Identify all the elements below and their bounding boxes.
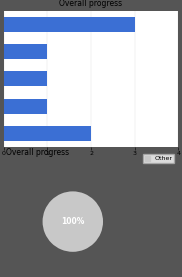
Bar [4, 99, 47, 114]
Text: Overall progress: Overall progress [6, 148, 69, 157]
Wedge shape [43, 191, 103, 252]
Bar [4, 126, 91, 141]
Text: 100%: 100% [61, 217, 84, 226]
Title: Overall progress: Overall progress [60, 0, 122, 7]
Legend: Other: Other [143, 154, 175, 163]
Bar [4, 44, 47, 59]
Bar [4, 71, 47, 86]
Bar [4, 17, 135, 32]
